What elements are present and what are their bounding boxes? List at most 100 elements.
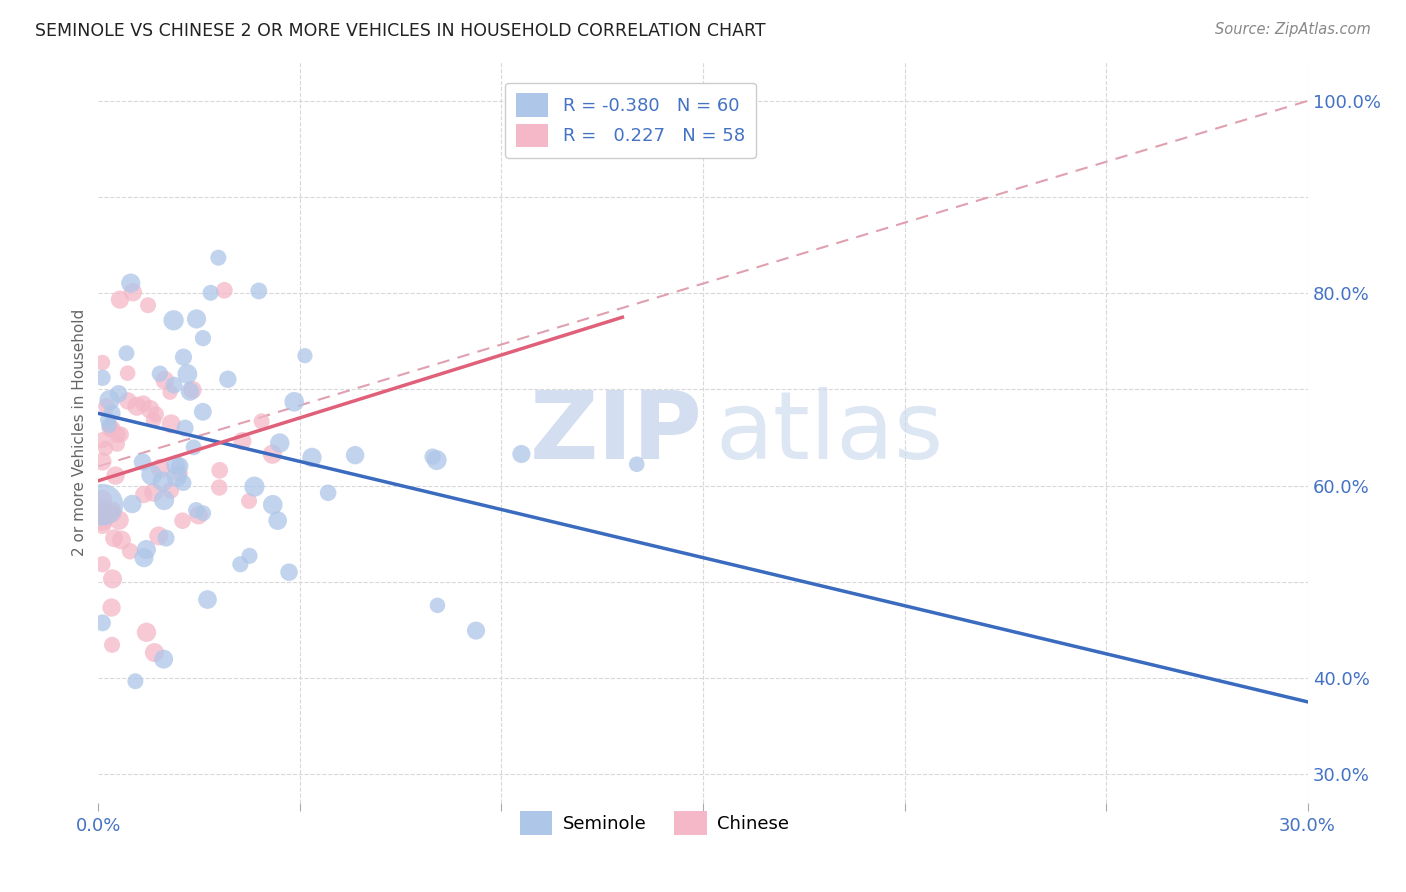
Point: [247, 284, 270, 298]
Point: [155, 531, 177, 545]
Point: [149, 367, 172, 381]
Point: [141, 467, 163, 482]
Point: [344, 448, 367, 462]
Point: [183, 441, 205, 455]
Point: [163, 378, 186, 392]
Y-axis label: 2 or more Vehicles in Household: 2 or more Vehicles in Household: [72, 309, 87, 557]
Point: [626, 457, 648, 471]
Point: [231, 434, 253, 448]
Point: [208, 463, 231, 477]
Point: [214, 283, 236, 297]
Point: [125, 399, 148, 413]
Point: [108, 513, 131, 527]
Point: [91, 454, 114, 468]
Point: [283, 394, 305, 409]
Point: [91, 434, 114, 448]
Point: [105, 427, 128, 442]
Point: [121, 497, 143, 511]
Point: [186, 312, 208, 326]
Point: [173, 350, 195, 364]
Point: [266, 514, 288, 528]
Point: [191, 405, 214, 419]
Point: [181, 383, 204, 397]
Point: [426, 453, 449, 467]
Point: [208, 481, 231, 495]
Point: [169, 467, 191, 481]
Point: [200, 285, 222, 300]
Point: [91, 492, 114, 507]
Point: [176, 367, 198, 381]
Point: [301, 450, 323, 465]
Point: [465, 624, 488, 638]
Point: [153, 493, 176, 508]
Point: [172, 475, 194, 490]
Point: [217, 372, 239, 386]
Point: [510, 447, 533, 461]
Point: [101, 422, 124, 436]
Point: [91, 505, 114, 519]
Point: [238, 494, 260, 508]
Point: [143, 646, 166, 660]
Point: [105, 437, 128, 451]
Point: [101, 406, 124, 420]
Point: [94, 442, 117, 456]
Point: [100, 600, 122, 615]
Text: SEMINOLE VS CHINESE 2 OR MORE VEHICLES IN HOUSEHOLD CORRELATION CHART: SEMINOLE VS CHINESE 2 OR MORE VEHICLES I…: [35, 22, 766, 40]
Point: [96, 400, 118, 414]
Point: [148, 529, 170, 543]
Point: [132, 397, 155, 411]
Point: [91, 558, 114, 572]
Point: [422, 450, 444, 464]
Point: [132, 487, 155, 501]
Point: [103, 531, 125, 545]
Point: [193, 506, 215, 520]
Point: [118, 544, 141, 558]
Point: [91, 514, 114, 528]
Point: [142, 485, 165, 500]
Point: [197, 592, 219, 607]
Point: [131, 455, 153, 469]
Point: [229, 558, 252, 572]
Point: [165, 458, 187, 473]
Point: [152, 652, 174, 666]
Point: [187, 508, 209, 523]
Point: [135, 625, 157, 640]
Point: [108, 293, 131, 307]
Point: [91, 355, 114, 369]
Point: [149, 461, 172, 475]
Point: [93, 501, 115, 516]
Point: [139, 402, 162, 417]
Point: [166, 469, 188, 483]
Point: [91, 510, 114, 524]
Point: [124, 674, 146, 689]
Point: [120, 276, 142, 290]
Point: [132, 550, 155, 565]
Point: [98, 392, 121, 407]
Point: [91, 517, 114, 532]
Point: [238, 549, 260, 563]
Point: [97, 413, 120, 427]
Point: [152, 475, 174, 489]
Point: [91, 370, 114, 384]
Point: [207, 251, 229, 265]
Point: [262, 498, 284, 512]
Point: [107, 386, 129, 401]
Point: [426, 599, 449, 613]
Point: [169, 458, 191, 473]
Point: [191, 331, 214, 345]
Point: [269, 436, 291, 450]
Point: [153, 373, 176, 387]
Point: [135, 542, 157, 557]
Point: [110, 533, 132, 547]
Point: [115, 346, 138, 360]
Point: [172, 514, 194, 528]
Point: [250, 414, 273, 428]
Point: [101, 572, 124, 586]
Point: [278, 565, 301, 579]
Point: [179, 384, 201, 399]
Point: [174, 421, 197, 435]
Point: [91, 498, 114, 512]
Legend: Seminole, Chinese: Seminole, Chinese: [513, 805, 797, 842]
Point: [98, 418, 121, 433]
Text: Source: ZipAtlas.com: Source: ZipAtlas.com: [1215, 22, 1371, 37]
